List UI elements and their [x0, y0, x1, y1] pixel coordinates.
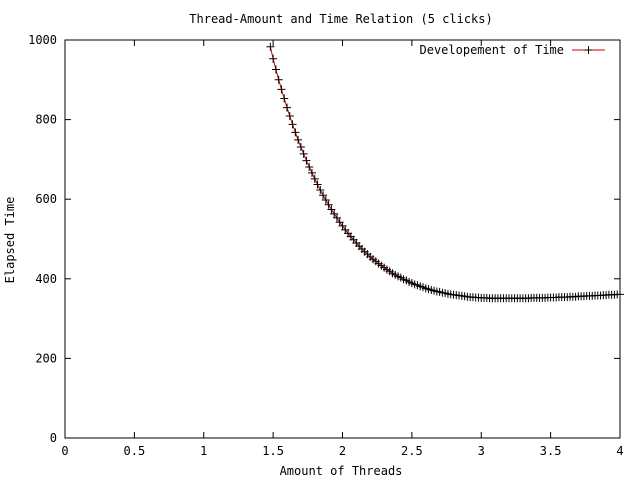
data-point-marker — [302, 156, 311, 165]
data-point-marker — [319, 191, 328, 200]
data-point-marker — [280, 94, 289, 103]
y-axis-label: Elapsed Time — [3, 197, 17, 284]
data-point-marker — [324, 200, 333, 209]
y-tick-label: 200 — [35, 351, 57, 365]
y-tick-label: 800 — [35, 113, 57, 127]
x-axis-label: Amount of Threads — [280, 464, 403, 478]
legend-marker — [584, 46, 593, 54]
legend-label: Developement of Time — [420, 43, 565, 57]
x-tick-label: 2.5 — [401, 444, 423, 458]
data-point-marker — [313, 180, 322, 189]
y-tick-label: 400 — [35, 272, 57, 286]
data-point-marker — [283, 103, 291, 112]
data-point-marker — [316, 186, 325, 195]
axis-ticks: 0 0.5 1 1.5 2 2.5 3 3.5 4 0 200 400 600 800 1000 — [28, 33, 624, 458]
plot-area — [266, 42, 624, 303]
data-point-marker — [299, 149, 308, 158]
x-tick-label: 0.5 — [124, 444, 146, 458]
data-point-marker — [269, 54, 278, 63]
data-point-marker — [277, 85, 286, 94]
y-tick-label: 600 — [35, 192, 57, 206]
data-point-marker — [296, 143, 305, 152]
data-point-marker — [271, 65, 280, 74]
plot-frame — [64, 39, 621, 439]
data-point-marker — [274, 75, 283, 84]
data-point-marker — [291, 128, 300, 137]
data-point-marker — [294, 135, 303, 144]
series-line — [269, 46, 620, 299]
data-point-marker — [332, 213, 341, 222]
data-point-marker — [310, 174, 319, 183]
data-point-marker — [288, 120, 297, 129]
x-tick-label: 3.5 — [540, 444, 562, 458]
x-tick-label: 1.5 — [262, 444, 284, 458]
x-tick-label: 2 — [339, 444, 346, 458]
data-point-marker — [266, 42, 275, 51]
data-point-marker — [285, 112, 294, 121]
legend: Developement of Time — [420, 43, 605, 57]
data-point-marker — [327, 205, 336, 214]
data-point-marker — [321, 195, 330, 204]
x-tick-label: 1 — [200, 444, 207, 458]
y-tick-label: 0 — [50, 431, 57, 445]
y-tick-label: 1000 — [28, 33, 57, 47]
legend-plus-marker — [584, 46, 593, 54]
data-point-marker — [307, 168, 316, 177]
x-tick-label: 3 — [478, 444, 485, 458]
x-tick-label: 4 — [616, 444, 623, 458]
chart-title: Thread-Amount and Time Relation (5 click… — [189, 12, 492, 26]
x-tick-label: 0 — [61, 444, 68, 458]
data-point-marker — [305, 162, 314, 171]
